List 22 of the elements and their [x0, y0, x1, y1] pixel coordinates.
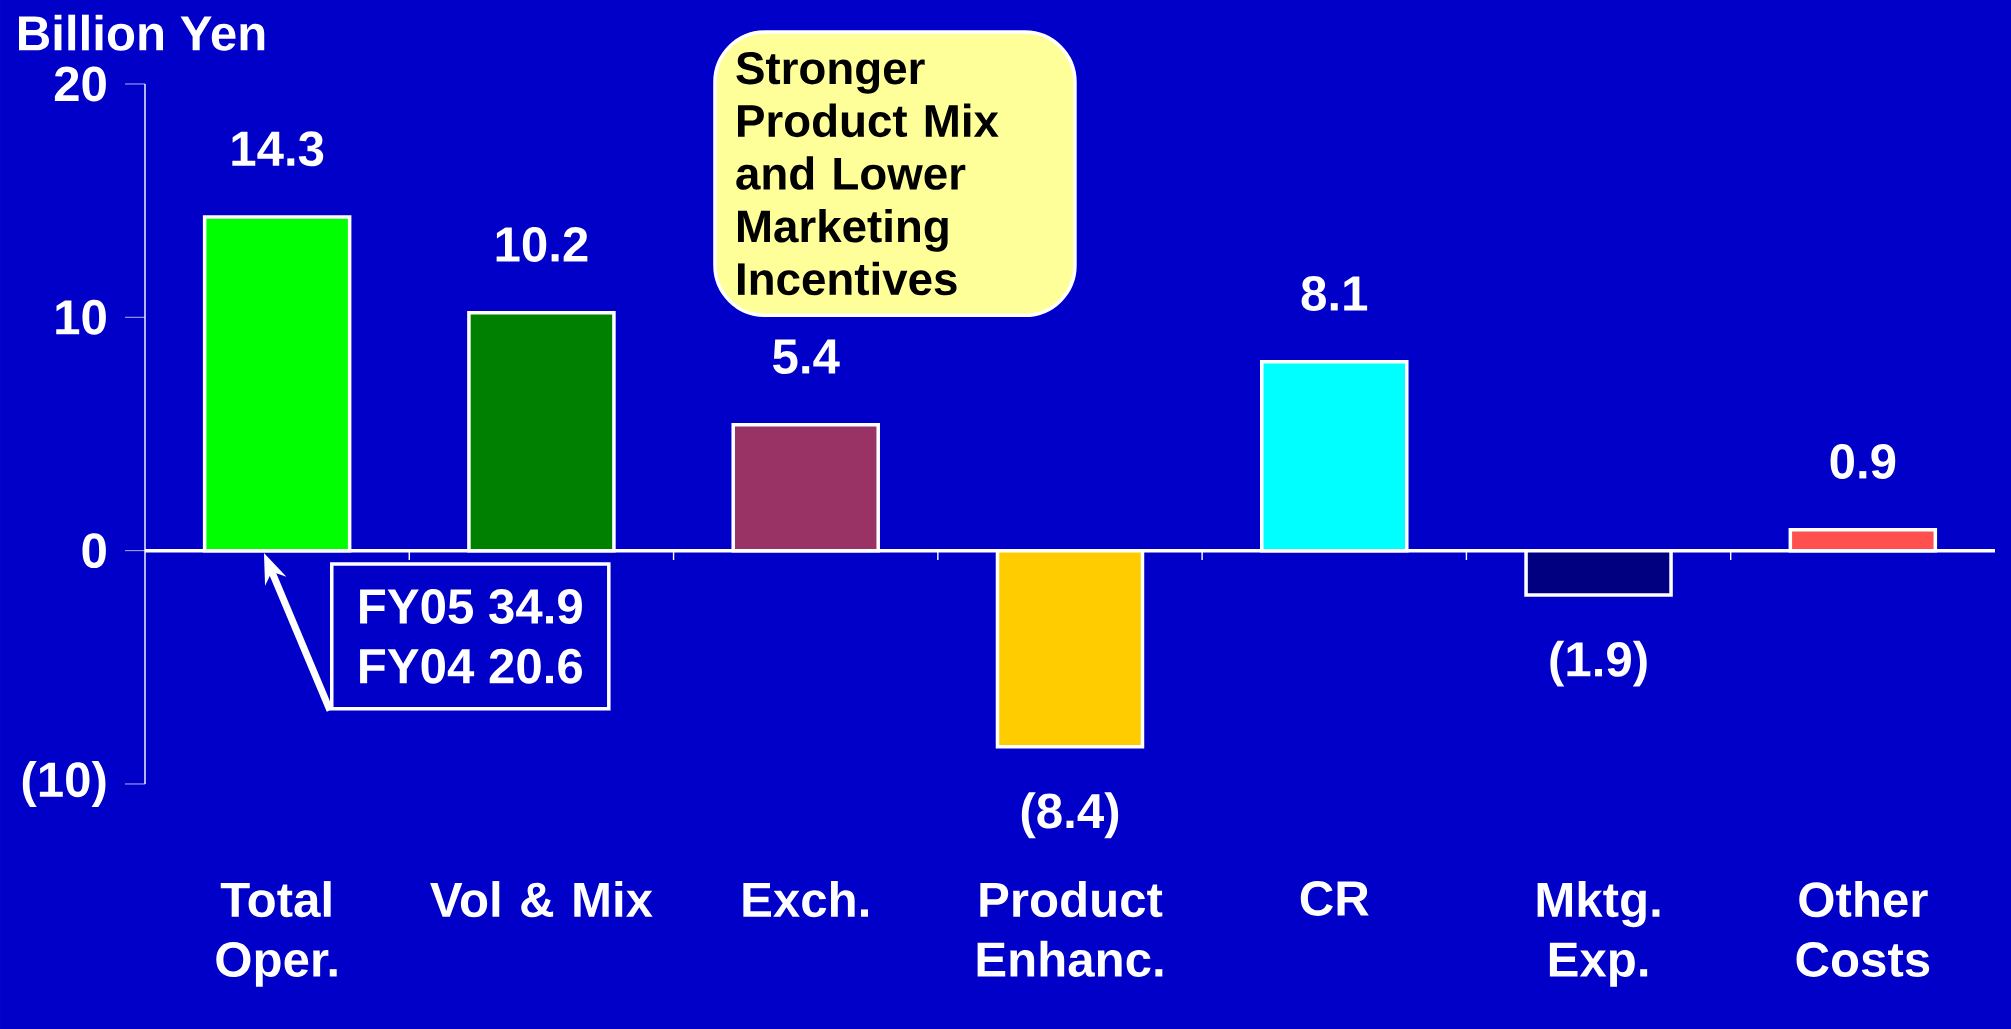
annotation: FY05 34.9 [360, 589, 582, 624]
x-tick-label: Vol & Mix [430, 881, 653, 918]
x-tick-label: Other Costs [1796, 881, 1930, 977]
annotation: Stronger Product Mix and Lower Marketing Incentives [736, 52, 999, 296]
data-label: 5.4 [773, 339, 840, 374]
data-label: 8.1 [1301, 276, 1368, 311]
x-tick-label: Exch. [743, 881, 868, 918]
y-tick-label: 10 [56, 299, 106, 335]
data-label: 0.9 [1830, 444, 1896, 479]
x-tick-label: Product Enhanc. [977, 881, 1163, 977]
x-tick-label: Total Oper. [216, 881, 337, 987]
y-tick-label: 20 [54, 66, 106, 102]
data-label: (8.4) [1021, 792, 1119, 839]
y-axis-title: Billion Yen [19, 14, 265, 51]
annotation: FY04 20.6 [360, 648, 582, 684]
x-tick-label: CR [1300, 881, 1369, 916]
data-label: 10.2 [496, 227, 588, 262]
data-label: 14.3 [232, 131, 324, 167]
x-tick-label: Mktg. Exp. [1537, 881, 1660, 987]
y-tick-label: (10) [22, 761, 106, 807]
y-tick-label: 0 [82, 533, 106, 569]
data-label: (1.9) [1550, 640, 1647, 687]
